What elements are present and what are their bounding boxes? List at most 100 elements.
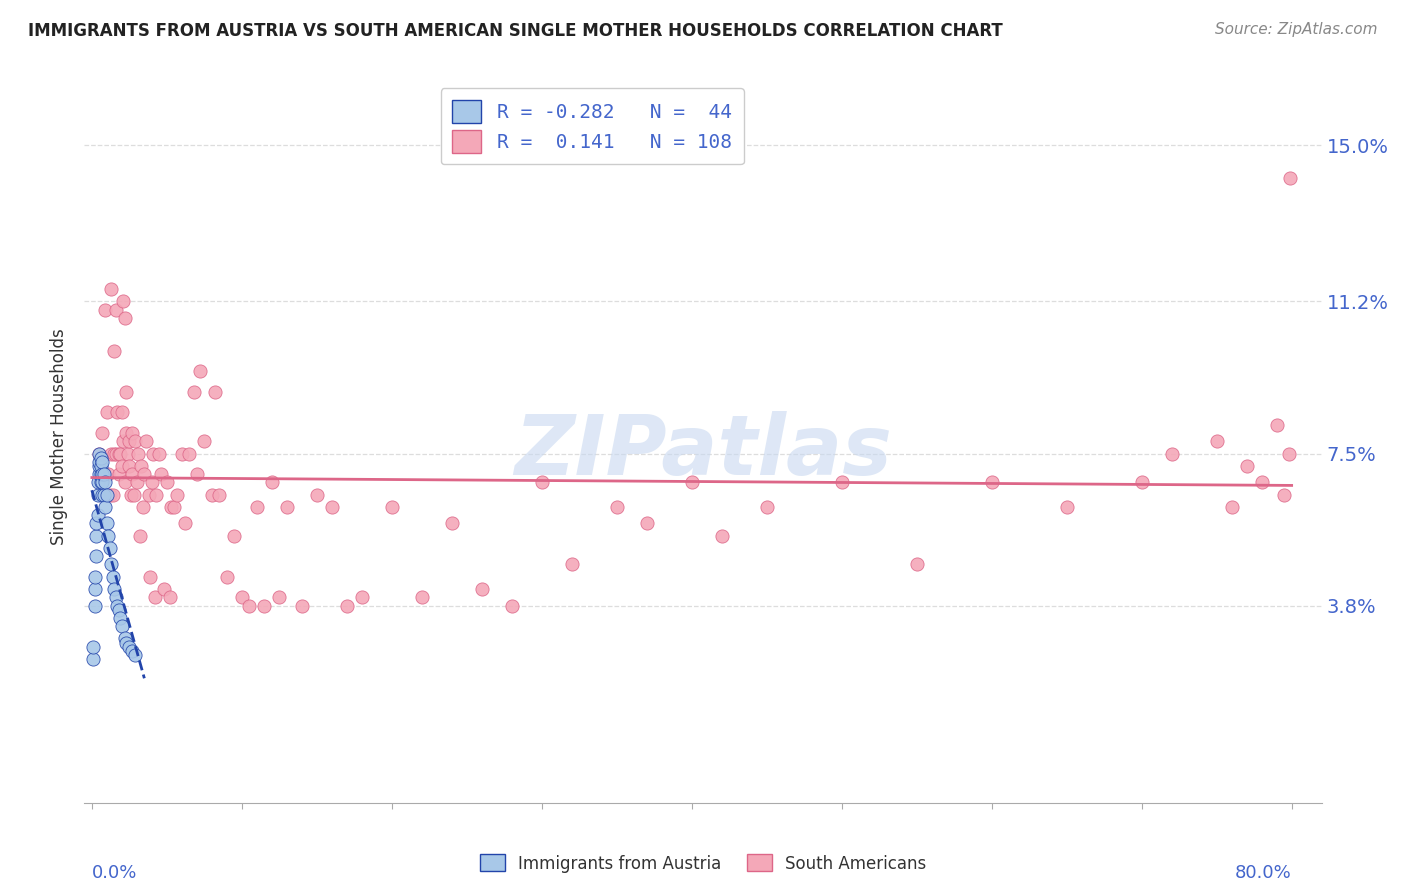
Point [104,302,127,317]
Point [246,500,269,514]
Point [253,599,276,613]
Point [1278,446,1301,460]
Point [87,475,110,490]
Point [238,599,260,613]
Point [183,384,205,399]
Point [82,640,104,654]
Point [118,640,141,654]
Point [118,434,141,449]
Point [606,500,628,514]
Point [100,446,122,460]
Point [336,599,359,613]
Point [142,446,165,460]
Point [141,475,163,490]
Point [101,487,124,501]
Point [291,599,314,613]
Point [115,384,138,399]
Point [108,467,131,481]
Point [905,558,928,572]
Point [188,364,211,378]
Point [755,500,778,514]
Point [163,500,186,514]
Point [561,558,583,572]
Point [83,599,105,613]
Point [173,516,195,531]
Point [94,475,117,490]
Point [186,467,208,481]
Point [159,591,181,605]
Point [82,652,104,666]
Point [143,591,166,605]
Point [103,582,125,596]
Point [108,446,131,460]
Point [91,455,114,469]
Point [112,294,135,309]
Point [96,487,118,501]
Point [224,529,246,543]
Point [122,487,145,501]
Point [115,635,138,649]
Point [201,487,224,501]
Point [1272,487,1295,501]
Point [1220,500,1243,514]
Point [114,632,136,646]
Point [101,570,124,584]
Point [215,570,238,584]
Point [170,446,193,460]
Point [83,570,105,584]
Point [90,450,112,465]
Point [1279,171,1302,186]
Point [96,405,118,419]
Point [124,648,146,662]
Point [1265,417,1288,432]
Legend: R = -0.282   N =  44, R =  0.141   N = 108: R = -0.282 N = 44, R = 0.141 N = 108 [440,88,744,164]
Point [440,516,463,531]
Point [94,302,117,317]
Point [1205,434,1227,449]
Point [156,475,179,490]
Point [97,529,120,543]
Point [103,343,125,358]
Point [87,487,110,501]
Point [1236,458,1258,473]
Text: IMMIGRANTS FROM AUSTRIA VS SOUTH AMERICAN SINGLE MOTHER HOUSEHOLDS CORRELATION C: IMMIGRANTS FROM AUSTRIA VS SOUTH AMERICA… [28,22,1002,40]
Point [90,475,112,490]
Point [710,529,733,543]
Point [111,619,134,633]
Point [93,467,115,481]
Point [128,529,150,543]
Text: Source: ZipAtlas.com: Source: ZipAtlas.com [1215,22,1378,37]
Point [120,487,142,501]
Point [145,487,167,501]
Point [193,434,215,449]
Point [108,602,131,616]
Point [980,475,1002,490]
Point [321,500,343,514]
Point [231,591,253,605]
Point [117,446,139,460]
Point [1160,446,1182,460]
Point [381,500,404,514]
Point [118,458,141,473]
Point [100,282,122,296]
Point [132,500,155,514]
Point [121,644,143,658]
Point [103,446,125,460]
Point [125,475,148,490]
Point [269,591,291,605]
Point [471,582,494,596]
Point [89,455,111,469]
Point [111,458,134,473]
Point [110,446,132,460]
Point [148,446,170,460]
Point [204,384,226,399]
Point [1250,475,1272,490]
Point [91,475,114,490]
Point [104,591,127,605]
Point [636,516,658,531]
Point [98,487,121,501]
Point [411,591,433,605]
Point [89,446,111,460]
Point [91,425,114,440]
Point [104,446,127,460]
